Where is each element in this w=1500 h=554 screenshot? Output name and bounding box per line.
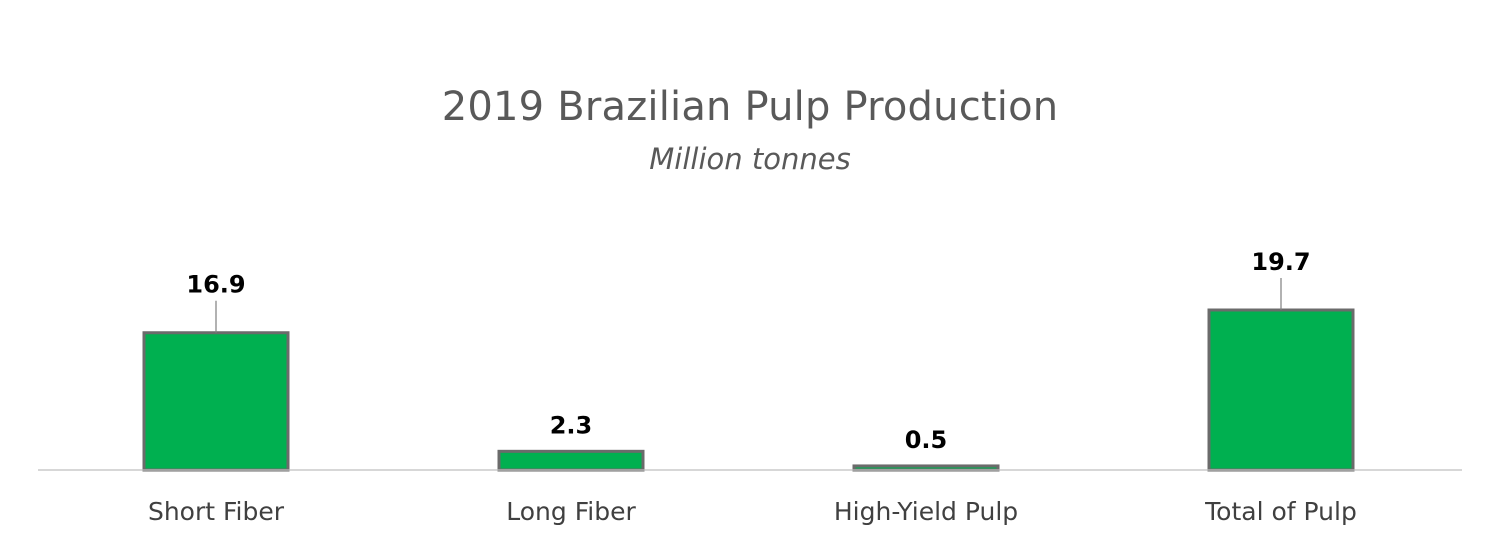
data-label: 0.5: [905, 426, 948, 454]
category-label: High-Yield Pulp: [834, 497, 1018, 526]
data-label: 19.7: [1251, 248, 1310, 276]
chart-subtitle: Million tonnes: [649, 142, 851, 176]
bar: [497, 449, 645, 472]
category-label: Short Fiber: [148, 497, 285, 526]
data-label: 2.3: [550, 411, 593, 439]
data-label: 16.9: [186, 271, 245, 299]
chart-title: 2019 Brazilian Pulp Production: [441, 84, 1059, 130]
bar: [852, 464, 1000, 472]
bar: [1207, 308, 1355, 472]
bar: [142, 331, 290, 472]
category-label: Total of Pulp: [1204, 497, 1357, 526]
category-label: Long Fiber: [506, 497, 636, 526]
